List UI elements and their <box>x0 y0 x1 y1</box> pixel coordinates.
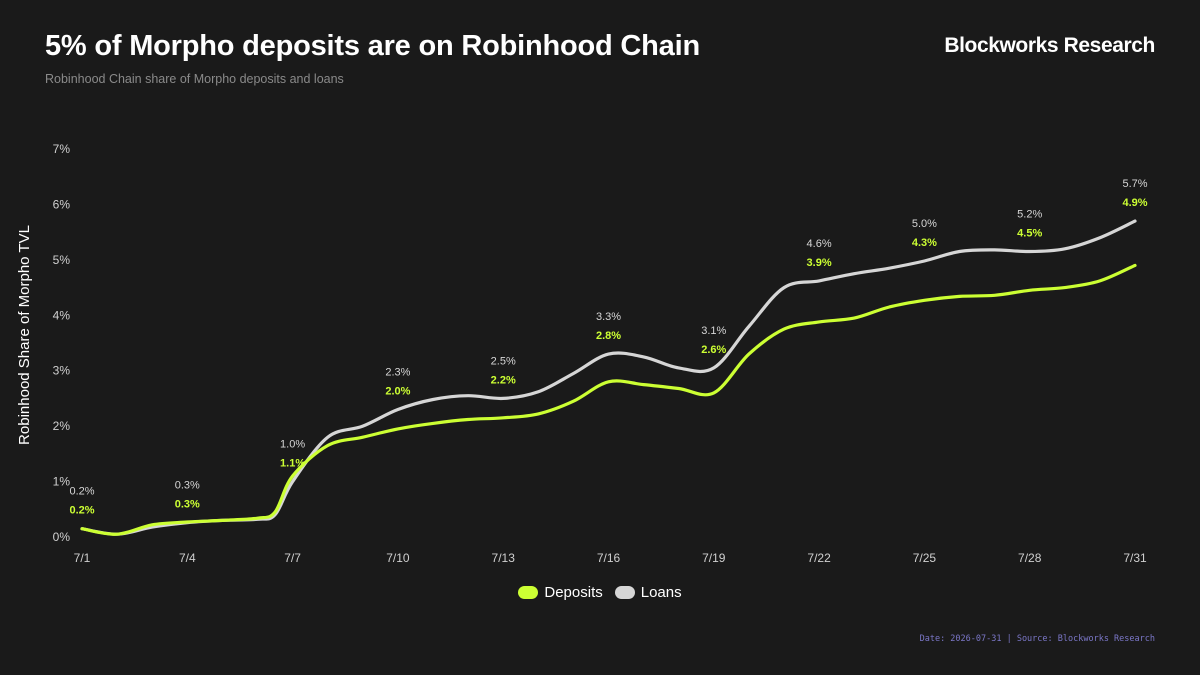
data-label-loans: 4.6% <box>807 238 832 250</box>
chart-legend: Deposits Loans <box>0 584 1200 601</box>
data-label-loans: 5.7% <box>1122 178 1147 190</box>
y-tick-label: 0% <box>53 530 71 544</box>
chart-title: 5% of Morpho deposits are on Robinhood C… <box>45 30 700 62</box>
legend-label-deposits: Deposits <box>544 584 603 601</box>
y-tick-label: 4% <box>53 308 71 322</box>
data-label-loans: 3.3% <box>596 311 621 323</box>
x-tick-label: 7/7 <box>284 551 301 565</box>
x-tick-label: 7/16 <box>597 551 621 565</box>
x-tick-label: 7/25 <box>913 551 937 565</box>
data-label-loans: 0.3% <box>175 480 200 492</box>
data-label-deposits: 4.3% <box>912 237 937 249</box>
x-tick-label: 7/28 <box>1018 551 1042 565</box>
legend-item-deposits[interactable]: Deposits <box>518 584 603 601</box>
data-label-deposits: 2.8% <box>596 330 621 342</box>
series-line-loans <box>80 219 1137 536</box>
x-tick-label: 7/10 <box>386 551 410 565</box>
data-label-deposits: 3.9% <box>807 257 832 269</box>
data-label-deposits: 2.6% <box>701 344 726 356</box>
y-tick-label: 3% <box>53 364 71 378</box>
data-label-loans: 5.2% <box>1017 209 1042 221</box>
data-label-loans: 3.1% <box>701 325 726 337</box>
x-tick-label: 7/1 <box>74 551 91 565</box>
y-tick-label: 2% <box>53 419 71 433</box>
chart-subtitle: Robinhood Chain share of Morpho deposits… <box>45 72 344 86</box>
legend-swatch-loans <box>614 586 635 599</box>
data-label-loans: 2.3% <box>385 367 410 379</box>
data-label-deposits: 0.2% <box>69 505 94 517</box>
data-label-deposits: 0.3% <box>175 499 200 511</box>
legend-item-loans[interactable]: Loans <box>614 584 682 601</box>
y-tick-label: 6% <box>53 197 71 211</box>
data-label-loans: 5.0% <box>912 218 937 230</box>
data-label-loans: 1.0% <box>280 439 305 451</box>
data-label-deposits: 2.2% <box>491 374 516 386</box>
x-tick-label: 7/13 <box>492 551 516 565</box>
data-label-deposits: 4.9% <box>1122 197 1147 209</box>
data-label-loans: 2.5% <box>491 355 516 367</box>
data-label-deposits: 1.1% <box>280 458 305 470</box>
legend-swatch-deposits <box>518 586 539 599</box>
legend-label-loans: Loans <box>640 584 682 601</box>
data-label-loans: 0.2% <box>69 486 94 498</box>
footer-source: Date: 2026-07-31 | Source: Blockworks Re… <box>919 634 1155 644</box>
data-label-deposits: 2.0% <box>385 386 410 398</box>
x-tick-label: 7/4 <box>179 551 196 565</box>
y-axis-title: Robinhood Share of Morpho TVL <box>16 225 33 445</box>
y-tick-label: 1% <box>53 475 71 489</box>
y-tick-label: 5% <box>53 253 71 267</box>
brand-logo: Blockworks Research <box>944 34 1155 57</box>
x-tick-label: 7/22 <box>807 551 831 565</box>
y-tick-label: 7% <box>53 142 71 156</box>
x-tick-label: 7/19 <box>702 551 726 565</box>
x-tick-label: 7/31 <box>1123 551 1147 565</box>
series-line-deposits <box>80 263 1137 536</box>
data-label-deposits: 4.5% <box>1017 228 1042 240</box>
